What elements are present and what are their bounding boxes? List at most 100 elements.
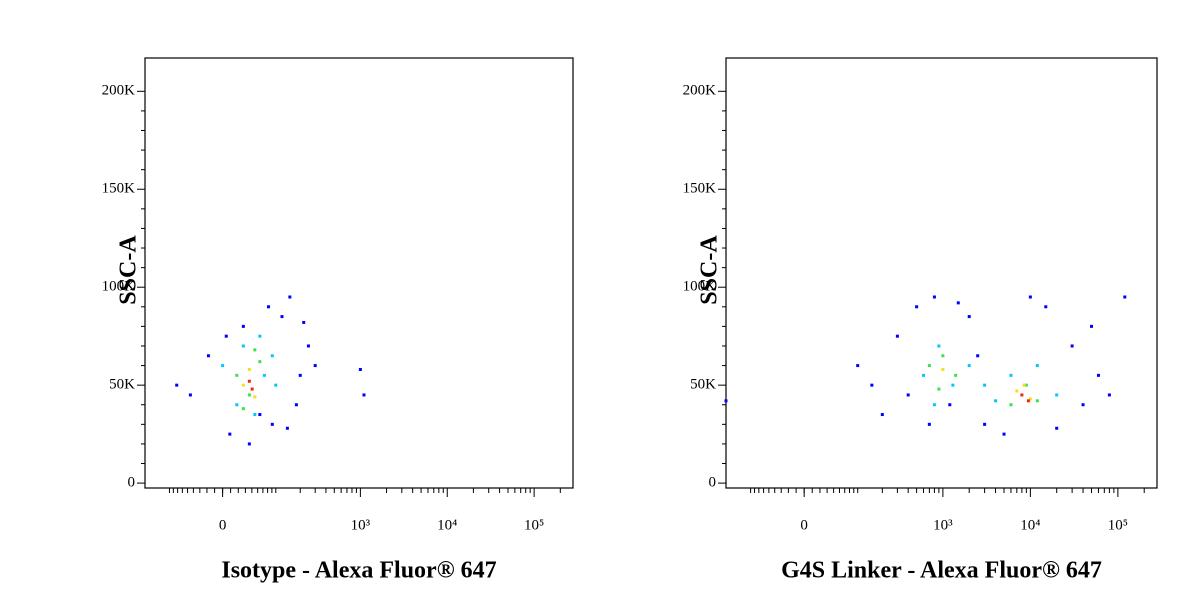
event-dot	[941, 367, 945, 371]
event-dot	[258, 360, 262, 364]
event-dot	[1044, 305, 1048, 309]
event-dot	[1055, 426, 1059, 430]
event-dot	[247, 367, 251, 371]
event-dot	[880, 413, 884, 417]
event-dot	[224, 334, 228, 338]
x-tick-label: 10³	[351, 517, 371, 533]
event-dot	[274, 383, 278, 387]
event-dot	[1015, 389, 1019, 393]
event-dot	[937, 387, 941, 391]
event-dot	[967, 364, 971, 368]
event-dot	[1096, 373, 1100, 377]
x-axis-title: Isotype - Alexa Fluor® 647	[221, 558, 496, 584]
x-tick-label: 10³	[933, 517, 953, 533]
event-dot	[221, 364, 225, 368]
event-dot	[937, 344, 941, 348]
event-dot	[932, 295, 936, 299]
event-dot	[976, 354, 980, 358]
y-tick-label: 150K	[683, 181, 717, 197]
event-dot	[954, 373, 958, 377]
event-dot	[267, 305, 271, 309]
y-tick-label: 0	[709, 475, 717, 491]
x-tick-label: 10⁵	[524, 517, 544, 533]
event-dot	[994, 399, 998, 403]
event-dot	[288, 295, 292, 299]
y-tick-label: 200K	[683, 83, 717, 99]
event-dot	[1002, 432, 1006, 436]
event-dot	[870, 383, 874, 387]
event-dot	[1090, 324, 1094, 328]
event-dot	[253, 348, 257, 352]
event-dot	[983, 422, 987, 426]
event-dot	[298, 373, 302, 377]
event-dot	[241, 324, 245, 328]
event-dot	[951, 383, 955, 387]
event-dot	[1009, 373, 1013, 377]
event-dot	[358, 367, 362, 371]
event-dot	[895, 334, 899, 338]
x-tick-label: 0	[800, 517, 808, 533]
event-dot	[228, 432, 232, 436]
plot-frame	[144, 57, 574, 489]
event-dot	[948, 403, 952, 407]
event-dot	[247, 393, 251, 397]
x-tick-label: 0	[219, 517, 227, 533]
event-dot	[932, 403, 936, 407]
plot-frame	[725, 57, 1158, 489]
event-dot	[856, 364, 860, 368]
event-dot	[188, 393, 192, 397]
event-dot	[235, 373, 239, 377]
y-tick-label: 100K	[102, 279, 136, 295]
x-tick-label: 10⁵	[1108, 517, 1128, 533]
x-axis-title: G4S Linker - Alexa Fluor® 647	[781, 558, 1102, 584]
event-dot	[967, 315, 971, 319]
y-tick-label: 200K	[102, 83, 136, 99]
event-dot	[922, 373, 926, 377]
event-dot	[906, 393, 910, 397]
event-dot	[1020, 393, 1024, 397]
event-dot	[1107, 393, 1111, 397]
event-dot	[241, 383, 245, 387]
event-dot	[724, 399, 728, 403]
event-dot	[258, 413, 262, 417]
event-dot	[235, 403, 239, 407]
event-dot	[270, 422, 274, 426]
event-dot	[1055, 393, 1059, 397]
event-dot	[175, 383, 179, 387]
event-dot	[1035, 399, 1039, 403]
event-dot	[1028, 295, 1032, 299]
event-dot	[1081, 403, 1085, 407]
event-dot	[253, 395, 257, 399]
y-tick-label: 50K	[690, 377, 716, 393]
y-tick-label: 100K	[683, 279, 717, 295]
event-dot	[927, 364, 931, 368]
event-dot	[1026, 399, 1030, 403]
event-dot	[262, 373, 266, 377]
event-dot	[258, 334, 262, 338]
y-tick-label: 150K	[102, 181, 136, 197]
event-dot	[915, 305, 919, 309]
event-dot	[241, 344, 245, 348]
event-dot	[241, 407, 245, 411]
event-dot	[247, 442, 251, 446]
event-dot	[294, 403, 298, 407]
event-dot	[285, 426, 289, 430]
y-axis-title: SSC-A	[116, 235, 142, 305]
event-dot	[983, 383, 987, 387]
event-dot	[1009, 403, 1013, 407]
event-dot	[270, 354, 274, 358]
event-dot	[306, 344, 310, 348]
event-dot	[302, 320, 306, 324]
x-tick-label: 10⁴	[437, 517, 457, 533]
event-dot	[941, 354, 945, 358]
event-dot	[250, 387, 254, 391]
y-tick-label: 50K	[109, 377, 135, 393]
event-dot	[313, 364, 317, 368]
event-dot	[927, 422, 931, 426]
event-dot	[362, 393, 366, 397]
y-axis-title: SSC-A	[697, 235, 723, 305]
event-dot	[1024, 383, 1028, 387]
y-tick-label: 0	[128, 475, 136, 491]
event-dot	[1035, 364, 1039, 368]
